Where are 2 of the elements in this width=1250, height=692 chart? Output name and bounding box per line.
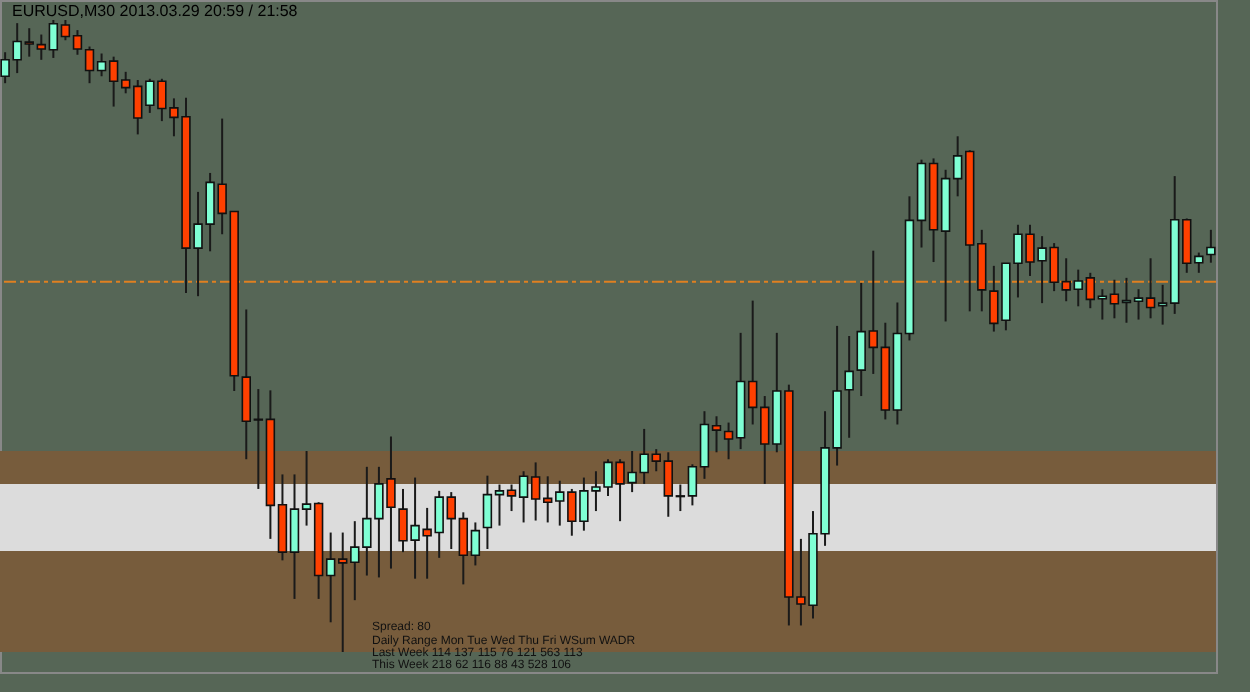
- candlestick: [1206, 228, 1216, 264]
- chart-title: EURUSD,M30 2013.03.29 20:59 / 21:58: [12, 2, 299, 20]
